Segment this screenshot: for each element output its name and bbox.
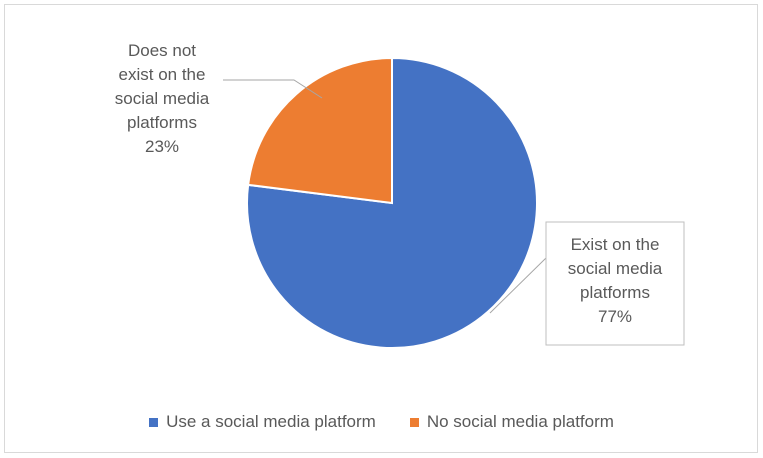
legend-swatch-use <box>149 417 159 427</box>
slice-use-platform <box>246 56 538 349</box>
data-label-text-exist: social media <box>568 259 663 278</box>
data-label-box-exist <box>545 221 685 346</box>
data-label-value-exist: 77% <box>598 307 632 326</box>
legend-swatch-no <box>409 417 419 427</box>
legend: Use a social media platform No social me… <box>0 412 763 432</box>
data-label-text-not-exist: Does not <box>128 41 196 60</box>
data-label-text-not-exist: exist on the <box>119 65 206 84</box>
leader-line-exist <box>489 257 547 314</box>
legend-item-no: No social media platform <box>409 412 614 432</box>
leader-line-not-exist <box>223 79 323 99</box>
slice-no-platform <box>247 56 393 205</box>
data-label-text-not-exist: social media <box>115 89 210 108</box>
data-label-text-not-exist: platforms <box>127 113 197 132</box>
legend-label-no: No social media platform <box>426 412 614 431</box>
legend-item-use: Use a social media platform <box>149 412 376 432</box>
legend-label-use: Use a social media platform <box>166 412 376 431</box>
data-label-text-exist: Exist on the <box>571 235 660 254</box>
data-label-value-not-exist: 23% <box>145 137 179 156</box>
data-label-text-exist: platforms <box>580 283 650 302</box>
